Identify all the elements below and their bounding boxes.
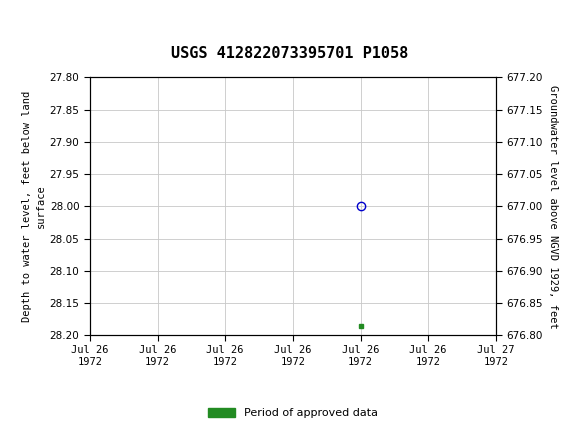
Text: ≡: ≡ — [3, 4, 26, 32]
Text: USGS 412822073395701 P1058: USGS 412822073395701 P1058 — [171, 46, 409, 61]
Legend: Period of approved data: Period of approved data — [203, 403, 383, 423]
Text: USGS: USGS — [26, 9, 86, 28]
Y-axis label: Depth to water level, feet below land
surface: Depth to water level, feet below land su… — [22, 91, 45, 322]
Y-axis label: Groundwater level above NGVD 1929, feet: Groundwater level above NGVD 1929, feet — [548, 85, 559, 328]
